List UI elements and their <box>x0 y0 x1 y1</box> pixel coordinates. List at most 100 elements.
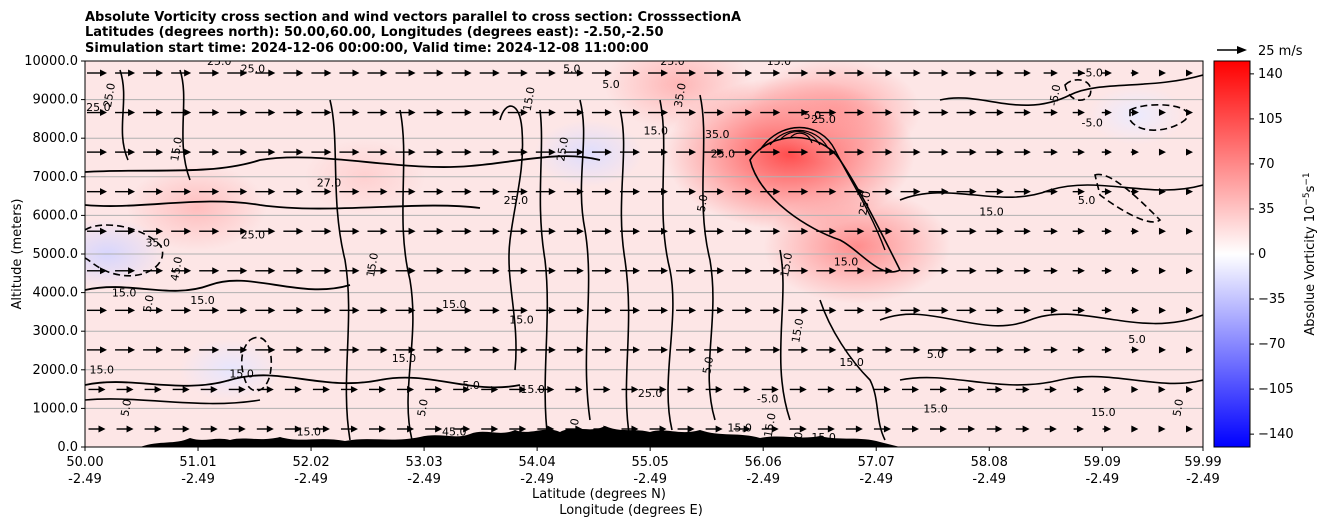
contour-label: 15.0 <box>767 55 792 68</box>
contour-label: 15.0 <box>979 205 1004 218</box>
wind-arrow <box>928 306 949 314</box>
wind-arrow <box>367 346 388 354</box>
wind-arrow <box>311 227 332 235</box>
wind-arrow <box>1101 188 1112 196</box>
wind-arrow <box>479 188 500 196</box>
contour-label: 5.0 <box>695 193 711 212</box>
wind-arrow <box>844 306 865 314</box>
wind-arrow <box>676 227 697 235</box>
wind-arrow <box>1130 227 1139 235</box>
wind-arrow <box>283 346 304 354</box>
wind-arrow <box>844 109 865 117</box>
wind-arrow <box>144 425 162 433</box>
wind-arrow <box>451 346 472 354</box>
wind-arrow <box>311 188 332 196</box>
terrain <box>85 426 900 447</box>
wind-arrow <box>788 306 809 314</box>
wind-arrow <box>507 109 528 117</box>
wind-arrow <box>115 267 136 275</box>
wind-arrow <box>591 346 612 354</box>
wind-arrow <box>1044 385 1057 393</box>
wind-arrow <box>901 385 919 393</box>
wind-arrow <box>1130 69 1139 77</box>
wind-arrow <box>619 148 640 156</box>
vorticity-blob <box>126 164 268 251</box>
vorticity-blob <box>1088 85 1186 145</box>
contour-label: 35.0 <box>145 236 170 249</box>
x-tick-label-lon: -2.49 <box>294 472 328 487</box>
wind-arrow <box>732 69 753 77</box>
wind-arrow <box>619 227 640 235</box>
colorbar-label-unit-exponent: −1 <box>1302 172 1312 185</box>
wind-arrow <box>1072 267 1085 275</box>
wind-arrow <box>311 267 332 275</box>
wind-arrow <box>199 267 220 275</box>
x-tick-label-lon: -2.49 <box>1186 472 1220 487</box>
wind-arrow <box>563 227 584 235</box>
wind-arrow <box>563 188 584 196</box>
wind-arrow <box>255 227 276 235</box>
wind-arrow <box>986 425 1003 433</box>
contour-label: 25.0 <box>86 101 111 114</box>
contour-label: 5.0 <box>700 356 716 375</box>
x-axis-label-latitude: Latitude (degrees N) <box>532 487 666 502</box>
wind-arrow <box>537 385 555 393</box>
wind-arrow <box>563 148 584 156</box>
wind-arrow <box>1158 346 1166 354</box>
wind-arrow <box>958 425 976 433</box>
contour-label: 15.0 <box>190 294 215 307</box>
wind-arrow <box>395 148 416 156</box>
wind-arrow <box>507 69 528 77</box>
wind-arrow <box>481 385 499 393</box>
wind-arrow <box>312 425 330 433</box>
colorbar-label: Absolue Vorticity 10−5s−1 <box>1302 172 1318 335</box>
wind-arrow <box>760 109 781 117</box>
wind-arrow <box>340 385 358 393</box>
wind-arrow <box>1186 148 1193 156</box>
wind-arrow <box>283 227 304 235</box>
contour-label: 15.0 <box>727 422 752 435</box>
wind-arrow <box>704 227 725 235</box>
wind-arrow <box>395 188 416 196</box>
wind-arrow <box>367 69 388 77</box>
wind-arrow <box>283 109 304 117</box>
wind-arrow <box>985 69 1004 77</box>
wind-arrow <box>1131 425 1139 433</box>
wind-arrow <box>732 148 753 156</box>
contour-label: 15.0 <box>442 298 467 311</box>
wind-arrow <box>115 188 136 196</box>
wind-arrow <box>255 306 276 314</box>
wind-arrow <box>956 227 977 235</box>
wind-arrow <box>1043 306 1058 314</box>
contour-label: 15.0 <box>392 352 417 365</box>
wind-arrow <box>591 188 612 196</box>
wind-arrow <box>199 227 220 235</box>
wind-arrow <box>789 385 807 393</box>
wind-arrow <box>200 425 218 433</box>
x-tick-label-lon: -2.49 <box>68 472 102 487</box>
vorticity-blob <box>763 188 951 304</box>
wind-arrow <box>395 267 416 275</box>
wind-arrow <box>872 188 893 196</box>
wind-arrow <box>255 69 276 77</box>
wind-arrow <box>87 148 107 156</box>
wind-arrow <box>199 109 220 117</box>
wind-arrow <box>479 69 500 77</box>
wind-arrow <box>928 346 949 354</box>
wind-arrow <box>1072 346 1085 354</box>
wind-arrow <box>619 109 640 117</box>
wind-arrow <box>563 69 584 77</box>
wind-arrow <box>1072 148 1085 156</box>
wind-arrow <box>199 69 220 77</box>
wind-arrow <box>760 306 781 314</box>
wind-arrow <box>845 385 863 393</box>
colorbar <box>1213 60 1251 448</box>
wind-arrow <box>1014 346 1031 354</box>
wind-arrow <box>200 385 218 393</box>
wind-arrow <box>339 109 360 117</box>
wind-arrow <box>873 425 891 433</box>
colorbar-tick-label: −35 <box>1258 292 1285 307</box>
wind-arrow <box>900 148 921 156</box>
wind-arrow <box>423 109 444 117</box>
y-tick-label: 7000.0 <box>33 170 79 185</box>
